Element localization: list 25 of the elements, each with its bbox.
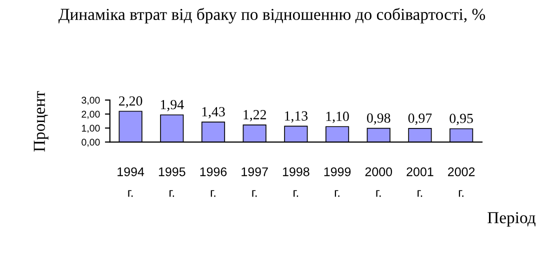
y-tick-label: 3,00 — [82, 96, 100, 105]
y-tick-label: 2,00 — [82, 110, 100, 119]
data-label: 0,98 — [367, 113, 390, 125]
data-label: 1,10 — [326, 112, 349, 124]
x-axis-title: Період — [488, 212, 536, 227]
x-tick-label: 1998 г. — [282, 167, 310, 197]
y-tick-label: 0,00 — [82, 138, 100, 147]
data-label: 0,97 — [408, 113, 432, 125]
data-label: 2,20 — [119, 96, 142, 108]
y-axis-title: Процент — [34, 91, 48, 152]
x-tick-label: 1994 г. — [118, 167, 144, 197]
data-label: 1,22 — [244, 110, 266, 122]
chart-title: Динаміка втрат від браку по відношенню до собівартості, % — [58, 8, 486, 24]
x-tick-label: 1999 г. — [324, 167, 351, 197]
x-tick-label: 2001 г. — [406, 167, 434, 197]
x-tick-label: 1996 г. — [200, 167, 227, 197]
x-tick-label: 2002 г. — [448, 167, 475, 197]
data-label: 1,94 — [160, 100, 184, 112]
data-label: 1,13 — [285, 111, 308, 123]
y-tick-label: 1,00 — [82, 124, 100, 133]
data-label: 0,95 — [450, 114, 473, 126]
x-tick-label: 2000 г. — [365, 167, 392, 197]
x-tick-label: 1997 г. — [242, 167, 268, 197]
x-tick-label: 1995 г. — [158, 167, 186, 197]
data-label: 1,43 — [202, 107, 225, 118]
